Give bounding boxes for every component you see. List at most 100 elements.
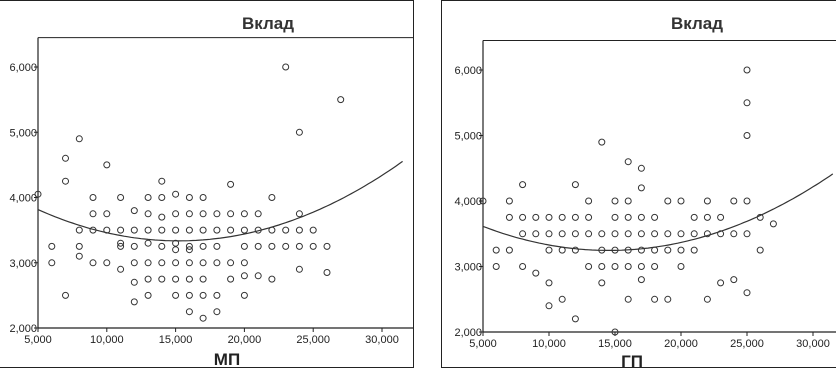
data-point	[172, 226, 180, 234]
x-tick-label: 20,000	[228, 334, 262, 346]
data-point	[519, 263, 527, 270]
y-tick-label: 6,000	[9, 62, 37, 74]
data-point	[743, 289, 751, 297]
data-point	[624, 295, 632, 303]
y-tick-label: 2,000	[454, 327, 482, 339]
data-point	[130, 226, 138, 234]
data-point	[664, 246, 672, 254]
data-point	[598, 246, 606, 254]
data-point	[558, 295, 566, 303]
data-point	[545, 302, 553, 310]
data-point	[227, 275, 235, 283]
data-point	[199, 210, 207, 218]
data-point	[585, 263, 593, 270]
x-axis-label: МП	[214, 350, 240, 369]
data-point	[637, 246, 645, 254]
data-point	[254, 242, 262, 250]
data-point	[240, 226, 248, 234]
data-point	[637, 213, 645, 221]
data-point	[703, 213, 711, 221]
data-point	[144, 226, 152, 234]
data-point	[585, 197, 593, 205]
data-point	[743, 197, 751, 205]
data-point	[505, 246, 513, 254]
y-tick-label: 6,000	[454, 65, 482, 77]
data-point	[75, 135, 83, 143]
data-point	[337, 96, 345, 104]
data-point	[756, 213, 764, 221]
data-point	[62, 177, 69, 185]
data-point	[75, 252, 83, 260]
data-point	[730, 197, 738, 205]
data-point	[651, 213, 659, 221]
data-point	[199, 194, 207, 201]
data-point	[756, 246, 764, 254]
y-tick-label: 3,000	[9, 258, 37, 270]
y-tick-label: 4,000	[454, 196, 482, 208]
x-tick-label: 10,000	[532, 338, 566, 350]
data-point	[717, 279, 725, 287]
data-point	[240, 210, 248, 218]
data-point	[651, 263, 659, 270]
data-point	[624, 230, 632, 238]
data-point	[505, 197, 513, 205]
data-point	[199, 226, 207, 234]
data-point	[199, 259, 207, 267]
data-point	[611, 328, 619, 336]
data-point	[254, 210, 262, 218]
data-point	[323, 269, 331, 276]
data-point	[545, 213, 553, 221]
data-point	[295, 242, 303, 250]
data-point	[158, 194, 166, 201]
data-point	[717, 230, 725, 238]
data-point	[532, 230, 540, 238]
chart-panel-mp: Вклад 2,000 3,000 4,000 5,000 6,000 5,000 10,00…	[0, 0, 414, 369]
data-point	[158, 259, 166, 267]
data-point	[117, 194, 125, 201]
x-tick-label: 25,000	[296, 334, 330, 346]
y-tick-label: 4,000	[9, 193, 37, 205]
data-point	[677, 230, 685, 238]
data-point	[664, 197, 672, 205]
data-point	[103, 210, 111, 218]
data-point	[130, 278, 138, 286]
data-point	[703, 230, 711, 238]
data-point	[75, 242, 83, 250]
data-point	[743, 230, 751, 238]
data-point	[690, 246, 698, 254]
data-point	[89, 210, 97, 218]
data-point	[117, 242, 125, 250]
data-point	[571, 181, 579, 189]
data-point	[492, 263, 500, 270]
fit-curve	[482, 173, 834, 251]
data-point	[611, 213, 619, 221]
data-point	[637, 276, 645, 284]
data-point	[651, 295, 659, 303]
data-point	[637, 184, 645, 192]
data-point	[144, 239, 152, 247]
data-point	[213, 210, 221, 218]
data-point	[585, 230, 593, 238]
data-point	[677, 197, 685, 205]
data-point	[89, 259, 97, 267]
data-point	[144, 194, 152, 201]
data-point	[295, 210, 303, 218]
data-point	[158, 275, 166, 283]
chart-panel-gp: Вклад 2,000 3,000 4,000 5,000 6,000 5,000 10,00…	[441, 0, 836, 369]
data-point	[532, 213, 540, 221]
data-point	[571, 213, 579, 221]
data-point	[48, 242, 56, 250]
data-point	[624, 213, 632, 221]
data-point	[282, 242, 290, 250]
data-point	[144, 291, 152, 299]
x-tick-label: 20,000	[664, 338, 698, 350]
data-point	[677, 263, 685, 270]
y-tick-label: 5,000	[454, 131, 482, 143]
data-point	[103, 259, 111, 267]
data-point	[144, 210, 152, 218]
x-tick-label: 5,000	[24, 334, 52, 346]
data-point	[598, 279, 606, 287]
data-point	[240, 291, 248, 299]
scatter-chart-gp: Вклад 2,000 3,000 4,000 5,000 6,000 5,000 10,00…	[454, 14, 836, 369]
data-point	[130, 207, 138, 215]
